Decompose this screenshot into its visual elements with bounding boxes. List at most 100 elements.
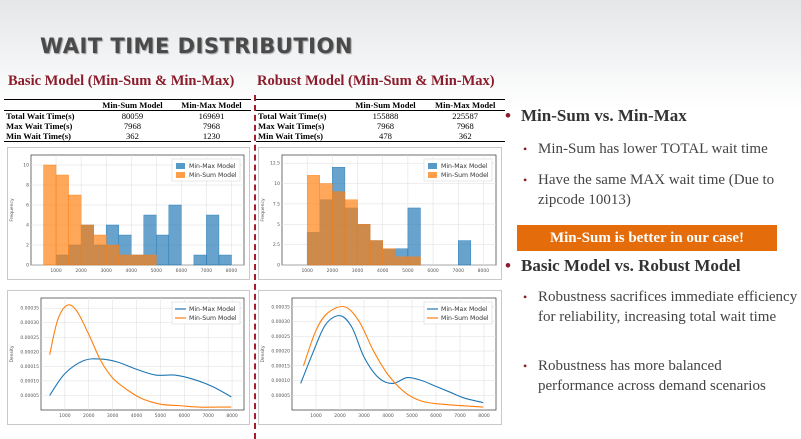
cell-min-max: 225587 (452, 111, 479, 121)
y-tick-label: 0.00015 (271, 363, 290, 369)
y-tick-label: 10 (23, 163, 29, 169)
table-header-row: Min-Sum Model Min-Max Model (4, 99, 251, 111)
bullet-icon: • (505, 256, 511, 275)
y-tick-label: 0.00030 (20, 320, 39, 326)
x-tick-label: 7000 (201, 268, 213, 274)
x-tick-label: 5000 (151, 268, 163, 274)
y-axis-label: Density (260, 345, 266, 362)
histogram-bar (319, 183, 333, 266)
x-tick-label: 4000 (377, 268, 389, 274)
point-item-text: Robustness has more balanced performance… (538, 358, 766, 394)
histogram-bar (382, 248, 396, 266)
y-tick-label: 10 (274, 181, 280, 187)
legend-swatch (176, 172, 185, 178)
histogram-bar (332, 191, 346, 266)
histogram-bar (43, 164, 57, 266)
legend-label: Min-Sum Model (189, 315, 237, 322)
x-tick-label: 1000 (59, 413, 71, 419)
histogram-bar (407, 207, 421, 266)
x-tick-label: 4000 (126, 268, 138, 274)
histogram-bar (168, 204, 182, 266)
x-tick-label: 2000 (327, 268, 339, 274)
table-row: Min Wait Time(s) 478 362 (256, 131, 505, 142)
bullet-icon: • (523, 173, 528, 187)
row-label: Min Wait Time(s) (256, 131, 346, 142)
histogram-bar (80, 224, 94, 266)
bullet-icon: • (523, 290, 528, 304)
x-tick-label: 6000 (427, 268, 439, 274)
table-row: Min Wait Time(s) 362 1230 (4, 131, 251, 142)
table-row: Total Wait Time(s) 80059 169691 (4, 111, 251, 121)
row-label: Total Wait Time(s) (6, 111, 75, 121)
bullet-icon: • (523, 359, 528, 373)
legend-label: Min-Sum Model (441, 172, 489, 179)
cell-min-sum: 7968 (123, 121, 142, 131)
cell-min-sum: 155888 (372, 111, 399, 121)
y-tick-label: 4 (26, 223, 29, 229)
legend-box (423, 301, 493, 325)
page-title: WAIT TIME DISTRIBUTION (40, 34, 353, 58)
density-line (302, 305, 484, 408)
point-heading-text: Min-Sum vs. Min-Max (521, 106, 687, 125)
histogram-bar (68, 194, 82, 266)
histogram-bar (118, 254, 132, 266)
legend-box (171, 301, 241, 325)
y-axis-label: Frequency (9, 198, 15, 222)
point-item: • Min-Sum has lower TOTAL wait time (523, 139, 801, 159)
x-tick-label: 7000 (454, 413, 466, 419)
y-tick-label: 0.00020 (20, 349, 39, 355)
bullet-icon: • (523, 142, 528, 156)
robust-stats-table: Min-Sum Model Min-Max Model Total Wait T… (256, 99, 505, 142)
point-item: • Have the same MAX wait time (Due to zip… (523, 170, 801, 210)
x-tick-label: 8000 (226, 268, 238, 274)
x-tick-label: 3000 (352, 268, 364, 274)
x-tick-label: 2000 (334, 413, 346, 419)
x-tick-label: 2000 (75, 268, 87, 274)
x-tick-label: 6000 (176, 268, 188, 274)
y-tick-label: 7.5 (273, 201, 280, 207)
density-line (49, 358, 232, 398)
legend-label: Min-Max Model (441, 306, 488, 313)
legend-swatch (428, 163, 437, 169)
y-tick-label: 0.00025 (20, 335, 39, 341)
x-tick-label: 1000 (50, 268, 62, 274)
point-item-text: Robustness sacrifices immediate efficien… (538, 289, 798, 325)
histogram-bar (306, 175, 320, 266)
table-header-min-max: Min-Max Model (171, 99, 251, 111)
legend-swatch (176, 163, 185, 169)
robust-histogram-chart: 1000 2000 3000 4000 5000 6000 7000 8000 0 2.5 5 7.5… (258, 147, 502, 280)
legend-box (423, 158, 493, 182)
x-tick-label: 8000 (226, 413, 238, 419)
histogram-bar (407, 256, 421, 266)
y-tick-label: 0.00035 (20, 306, 39, 312)
y-tick-label: 0.00015 (20, 364, 39, 370)
y-tick-label: 0.00025 (271, 334, 290, 340)
histogram-bar (218, 254, 232, 266)
cell-min-max: 7968 (456, 121, 474, 131)
x-tick-label: 6000 (179, 413, 191, 419)
cell-min-max: 169691 (198, 111, 225, 121)
y-tick-label: 6 (26, 203, 29, 209)
section-divider (254, 95, 256, 439)
callout-banner: Min-Sum is better in our case! (517, 225, 777, 251)
row-label: Min Wait Time(s) (4, 131, 93, 142)
y-tick-label: 2.5 (273, 242, 280, 248)
point-item-text: Min-Sum has lower TOTAL wait time (538, 141, 768, 157)
x-tick-label: 1000 (301, 268, 313, 274)
row-label: Max Wait Time(s) (6, 121, 73, 131)
histogram-bar (93, 234, 107, 266)
cell-min-sum: 80059 (121, 111, 144, 121)
robust-model-heading: Robust Model (Min-Sum & Min-Max) (257, 73, 495, 89)
x-tick-label: 3000 (100, 268, 112, 274)
table-header-min-max: Min-Max Model (425, 99, 505, 111)
table-row: Max Wait Time(s) 7968 7968 (256, 121, 505, 131)
histogram-bar (143, 254, 157, 266)
y-tick-label: 12.5 (270, 161, 280, 167)
histogram-bar (206, 214, 220, 266)
x-tick-label: 8000 (478, 268, 490, 274)
x-tick-label: 5000 (402, 268, 414, 274)
table-row: Total Wait Time(s) 155888 225587 (256, 111, 505, 121)
y-tick-label: 5 (277, 222, 280, 228)
title-background (0, 0, 801, 110)
y-axis-label: Frequency (260, 198, 266, 222)
